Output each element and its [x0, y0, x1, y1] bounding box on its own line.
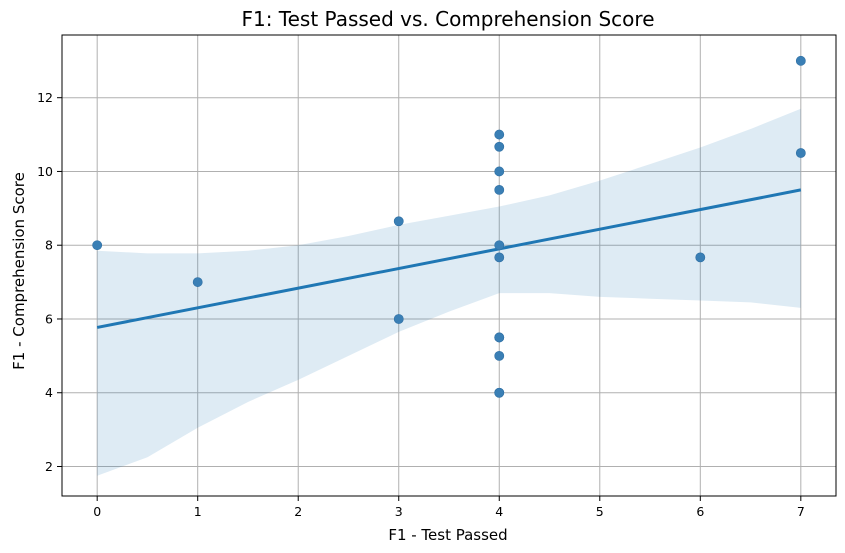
regression-line	[96, 188, 802, 329]
x-tick-label: 2	[294, 504, 302, 519]
chart-title: F1: Test Passed vs. Comprehension Score	[241, 7, 654, 31]
y-tick-label: 4	[45, 385, 53, 400]
data-point	[695, 252, 706, 263]
x-tick-label: 6	[696, 504, 704, 519]
y-tick-label: 6	[45, 311, 53, 326]
data-point	[494, 332, 505, 343]
data-point	[494, 141, 505, 152]
regression-line-layer	[96, 188, 802, 329]
data-point	[494, 252, 505, 263]
data-point	[494, 166, 505, 177]
x-tick-label: 4	[495, 504, 503, 519]
y-tick-label: 12	[37, 90, 53, 105]
x-tick-label: 5	[596, 504, 604, 519]
data-point	[494, 184, 505, 195]
data-point	[92, 240, 103, 251]
x-tick-label: 7	[797, 504, 805, 519]
data-point	[393, 314, 404, 324]
data-point	[795, 148, 806, 158]
y-tick-label: 10	[37, 164, 53, 179]
grid-lines	[62, 35, 836, 496]
confidence-band	[97, 108, 801, 476]
data-points	[92, 55, 806, 398]
x-tick-label: 3	[395, 504, 403, 519]
data-point	[494, 387, 505, 398]
data-point	[192, 277, 203, 287]
x-tick-label: 1	[194, 504, 202, 519]
y-axis-label: F1 - Comprehension Score	[10, 172, 28, 370]
y-tick-label: 8	[45, 238, 53, 253]
data-point	[494, 240, 505, 251]
data-point	[795, 55, 806, 66]
y-tick-label: 2	[45, 459, 53, 474]
confidence-band-layer	[97, 108, 801, 476]
data-point	[494, 350, 505, 361]
data-point	[393, 216, 404, 227]
x-axis-label: F1 - Test Passed	[388, 526, 507, 544]
x-tick-label: 0	[93, 504, 101, 519]
plot-frame	[61, 34, 837, 497]
data-point	[494, 129, 505, 140]
